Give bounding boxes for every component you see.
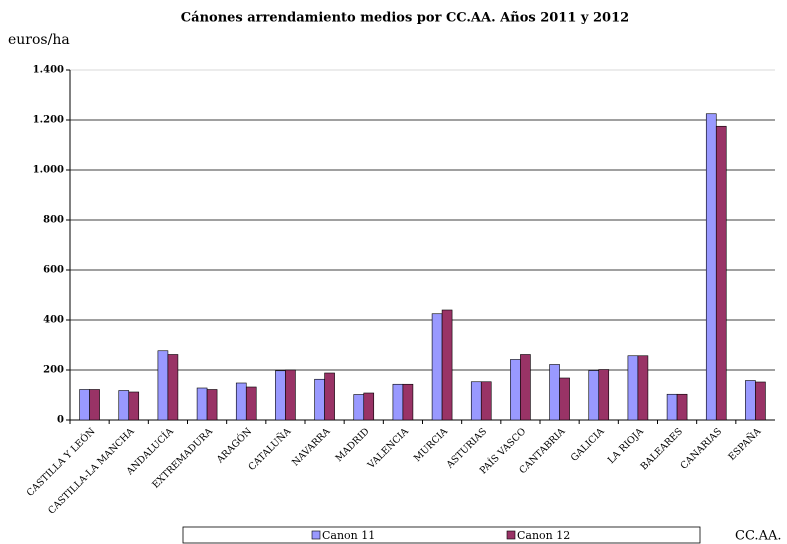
x-tick-label: MURCIA [412,426,450,464]
y-axis-label: euros/ha [8,32,70,48]
bar [235,382,247,421]
bar [559,377,570,421]
bar [402,383,414,421]
bar [128,391,140,421]
legend-swatch [311,530,321,540]
x-tick-label: CATALUÑA [246,425,294,473]
bar [627,355,639,421]
chart-title: Cánones arrendamiento medios por CC.AA. … [181,11,629,26]
y-tick-label: 1.200 [33,115,64,126]
y-tick-label: 1.000 [33,165,64,176]
bar [89,389,100,421]
bar [745,380,756,421]
bar [118,390,130,421]
x-tick-label: NAVARRA [290,426,332,468]
x-tick-label: LA RIOJA [606,426,646,466]
bar [314,378,325,421]
x-tick-label: ARAGÓN [213,425,254,466]
bar [441,309,453,421]
bar [470,381,482,421]
x-tick-label: MADRID [334,426,372,464]
x-axis-label: CC.AA. [735,529,781,544]
bar [510,359,521,421]
bar [637,355,649,421]
bar [79,389,90,421]
legend-label: Canon 11 [322,529,375,542]
bar [549,364,560,421]
bar [676,393,688,421]
bar [431,313,443,421]
x-tick-label: CANARIAS [678,426,724,472]
bar [363,392,375,421]
y-tick-label: 0 [57,415,64,426]
bar [157,350,169,421]
x-tick-label: CASTILLA Y LEÓN [24,425,97,498]
x-tick-label: BALEARES [639,426,685,472]
y-tick-label: 1.400 [33,65,64,76]
bar [324,372,335,421]
y-tick-label: 600 [43,265,64,276]
x-tick-label: ESPAÑA [726,425,764,463]
bar [705,113,717,421]
x-tick-label: VALENCIA [365,426,411,472]
bar [275,370,286,421]
legend-label: Canon 12 [517,529,570,542]
bar [755,381,766,421]
bar [588,370,600,421]
bar [666,393,678,421]
bar [196,387,208,421]
legend-swatch [506,530,516,540]
bar [167,354,179,421]
bar [392,383,404,421]
y-tick-label: 400 [43,315,64,326]
bar [520,354,531,421]
bar [715,125,727,421]
x-tick-label: GALICIA [569,426,607,464]
bar [206,389,218,421]
bar [598,369,610,421]
bar [353,394,365,421]
y-tick-label: 800 [43,215,64,226]
bar [480,381,492,421]
bar [245,386,257,421]
bar [285,369,296,421]
legend-box [182,526,701,544]
y-tick-label: 200 [43,365,64,376]
